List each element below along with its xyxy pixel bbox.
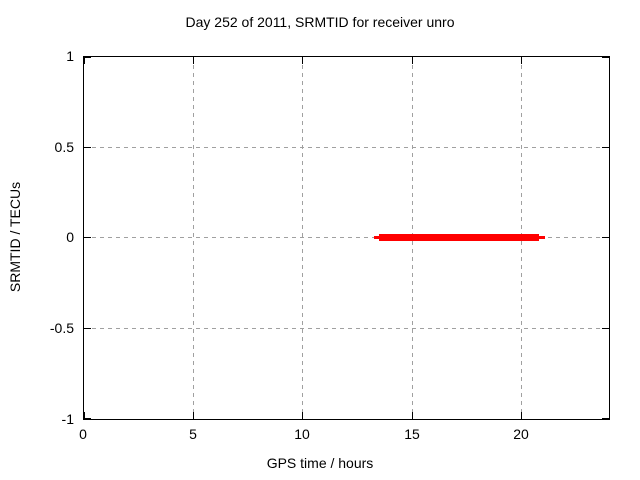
data-series-line-endcap-left [374,236,380,239]
tick-mark [412,412,413,419]
gridline-x-10 [302,57,303,419]
tick-mark [84,147,91,148]
tick-mark [84,418,91,419]
y-tick-label: 0 [66,229,74,245]
tick-mark [84,57,91,58]
y-tick-label: -0.5 [49,320,74,336]
y-tick-label: 0.5 [54,139,74,155]
tick-mark [302,57,303,64]
tick-mark [84,328,91,329]
tick-mark [602,328,609,329]
tick-mark [84,237,91,238]
tick-mark [602,237,609,238]
tick-mark [602,57,609,58]
tick-mark [193,412,194,419]
x-tick-label: 15 [404,426,420,442]
x-axis-label: GPS time / hours [266,455,374,471]
tick-mark [84,412,85,419]
y-tick-label: -1 [61,411,74,427]
tick-mark [521,57,522,64]
tick-mark [193,57,194,64]
data-series-line [379,234,539,241]
tick-mark [602,418,609,419]
chart-title: Day 252 of 2011, SRMTID for receiver unr… [185,14,455,30]
plot-area [83,56,610,420]
tick-mark [602,147,609,148]
gridline-x-5 [193,57,194,419]
tick-mark [302,412,303,419]
tick-mark [412,57,413,64]
tick-mark [521,412,522,419]
x-tick-label: 0 [79,426,87,442]
gridline-y-0.5 [84,147,609,148]
gridline-y--0.5 [84,328,609,329]
y-tick-label: 1 [66,48,74,64]
gridline-y-0 [84,237,609,238]
x-tick-label: 10 [294,426,310,442]
x-tick-label: 5 [189,426,197,442]
data-series-line-endcap-right [539,236,545,239]
tick-mark [84,57,85,64]
x-tick-label: 20 [513,426,529,442]
